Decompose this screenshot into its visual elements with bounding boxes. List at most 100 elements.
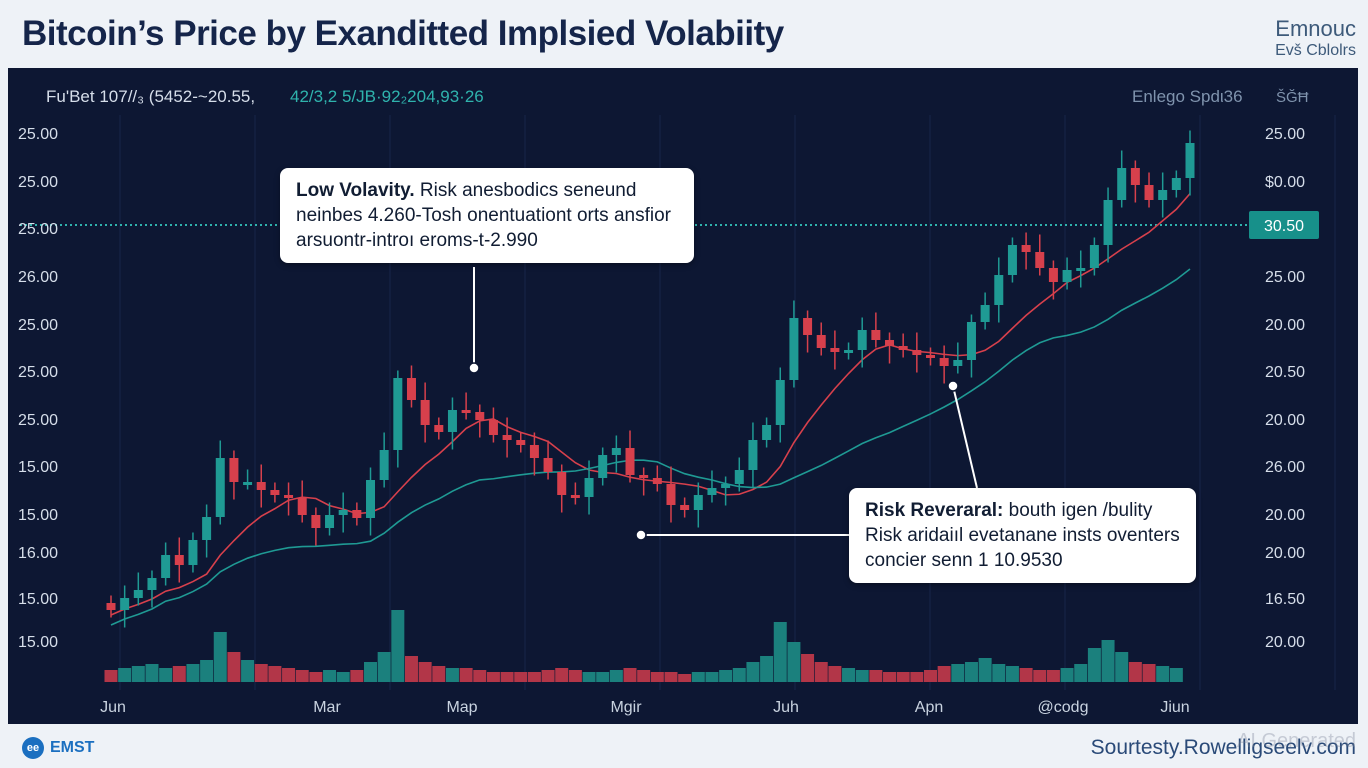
volume-bar	[568, 670, 582, 682]
source-credit: Sourtesty.Rowelligseelv.com	[1090, 736, 1356, 759]
candle-body	[639, 475, 649, 478]
x-tick: Jiun	[1160, 699, 1189, 716]
candle-body	[297, 498, 307, 515]
candle-body	[789, 318, 799, 380]
volume-bar	[118, 668, 132, 682]
info-teal: 42/3,2 5/JB·92₂204,93·26	[290, 87, 484, 106]
volume-bar	[623, 668, 637, 682]
volume-bar	[486, 672, 500, 682]
volume-bar	[978, 658, 992, 682]
volume-bar	[295, 670, 309, 682]
volume-bar	[760, 656, 774, 682]
x-tick: @codg	[1038, 699, 1089, 716]
y-tick-right: $0.00	[1265, 174, 1305, 191]
candle-body	[488, 420, 498, 435]
volume-bar	[377, 652, 391, 682]
candle-body	[1158, 190, 1168, 200]
volume-bar	[773, 622, 787, 682]
x-tick: Mgir	[610, 699, 642, 716]
x-tick: Jun	[100, 699, 126, 716]
candle-body	[980, 305, 990, 322]
volume-bar	[254, 664, 268, 682]
y-tick-left: 15.00	[18, 591, 58, 608]
annotation-text: arsuontr-introı eroms-t-2.990	[296, 230, 538, 251]
y-tick-left: 25.00	[18, 126, 58, 143]
annotation-title: Low Volavity.	[296, 180, 415, 201]
candle-body	[898, 346, 908, 350]
volume-bar	[418, 662, 432, 682]
candle-body	[871, 330, 881, 340]
candle-body	[803, 318, 813, 335]
candle-body	[1117, 168, 1127, 200]
candle-body	[311, 515, 321, 528]
volume-bar	[842, 668, 856, 682]
info-left: Fu'Bet 107//₃ (5452-~20.55,	[46, 87, 255, 106]
volume-bar	[1169, 668, 1183, 682]
candle-body	[270, 490, 280, 495]
y-tick-left: 25.00	[18, 412, 58, 429]
candle-body	[885, 340, 895, 346]
volume-bar	[814, 662, 828, 682]
annotation-dot	[947, 380, 959, 392]
volume-bar	[104, 670, 118, 682]
volume-bar	[555, 668, 569, 682]
volume-bar	[1074, 664, 1088, 682]
y-tick-left: 26.00	[18, 269, 58, 286]
volume-bar	[1142, 664, 1156, 682]
candle-body	[338, 510, 348, 515]
y-tick-right: 20.00	[1265, 507, 1305, 524]
logo-icon: ee	[22, 737, 44, 759]
candle-body	[707, 488, 717, 495]
volume-bar	[445, 668, 459, 682]
candle-body	[434, 425, 444, 432]
candle-body	[939, 358, 949, 366]
candle-body	[366, 480, 376, 518]
candle-body	[1089, 245, 1099, 268]
candle-body	[502, 435, 512, 440]
volume-bar	[282, 668, 296, 682]
candle-body	[475, 412, 485, 420]
brand-line-2: Evš Cblolrs	[1275, 42, 1356, 59]
candle-body	[352, 510, 362, 518]
volume-bar	[883, 672, 897, 682]
annotation-text: Risk anesbodics seneund	[419, 180, 637, 201]
candle-body	[1062, 270, 1072, 282]
volume-bar	[992, 664, 1006, 682]
x-tick: Mar	[313, 699, 341, 716]
volume-bar	[869, 670, 883, 682]
x-tick: Apn	[915, 699, 943, 716]
candle-body	[529, 445, 539, 458]
volume-bar	[609, 670, 623, 682]
candle-body	[1171, 178, 1181, 190]
y-tick-right: 25.00	[1265, 126, 1305, 143]
candle-body	[598, 455, 608, 478]
candle-body	[1130, 168, 1140, 185]
annotation-text: neinbes 4.260-Tosh onentuationt orts ans…	[296, 205, 671, 226]
volume-bar	[186, 664, 200, 682]
settings-icon[interactable]: ŠĞĦ	[1276, 89, 1309, 106]
candle-body	[106, 603, 116, 610]
candle-body	[557, 472, 567, 495]
volume-bar	[637, 670, 651, 682]
volume-bar	[964, 662, 978, 682]
volume-bar	[650, 672, 664, 682]
candle-body	[1035, 252, 1045, 268]
logo-text: EMST	[50, 739, 95, 756]
candle-body	[447, 410, 457, 432]
y-tick-left: 25.00	[18, 364, 58, 381]
volume-bar	[923, 670, 937, 682]
info-right: Enlego Spdι36	[1132, 87, 1243, 106]
candle-body	[857, 330, 867, 350]
volume-bar	[227, 652, 241, 682]
volume-bar	[828, 666, 842, 682]
candle-body	[816, 335, 826, 348]
y-tick-right: 25.00	[1265, 269, 1305, 286]
x-tick: Map	[446, 699, 477, 716]
volume-bar	[432, 666, 446, 682]
volume-bar	[746, 662, 760, 682]
volume-bar	[1128, 662, 1142, 682]
volume-bar	[172, 666, 186, 682]
candle-body	[830, 348, 840, 352]
volume-bar	[350, 670, 364, 682]
